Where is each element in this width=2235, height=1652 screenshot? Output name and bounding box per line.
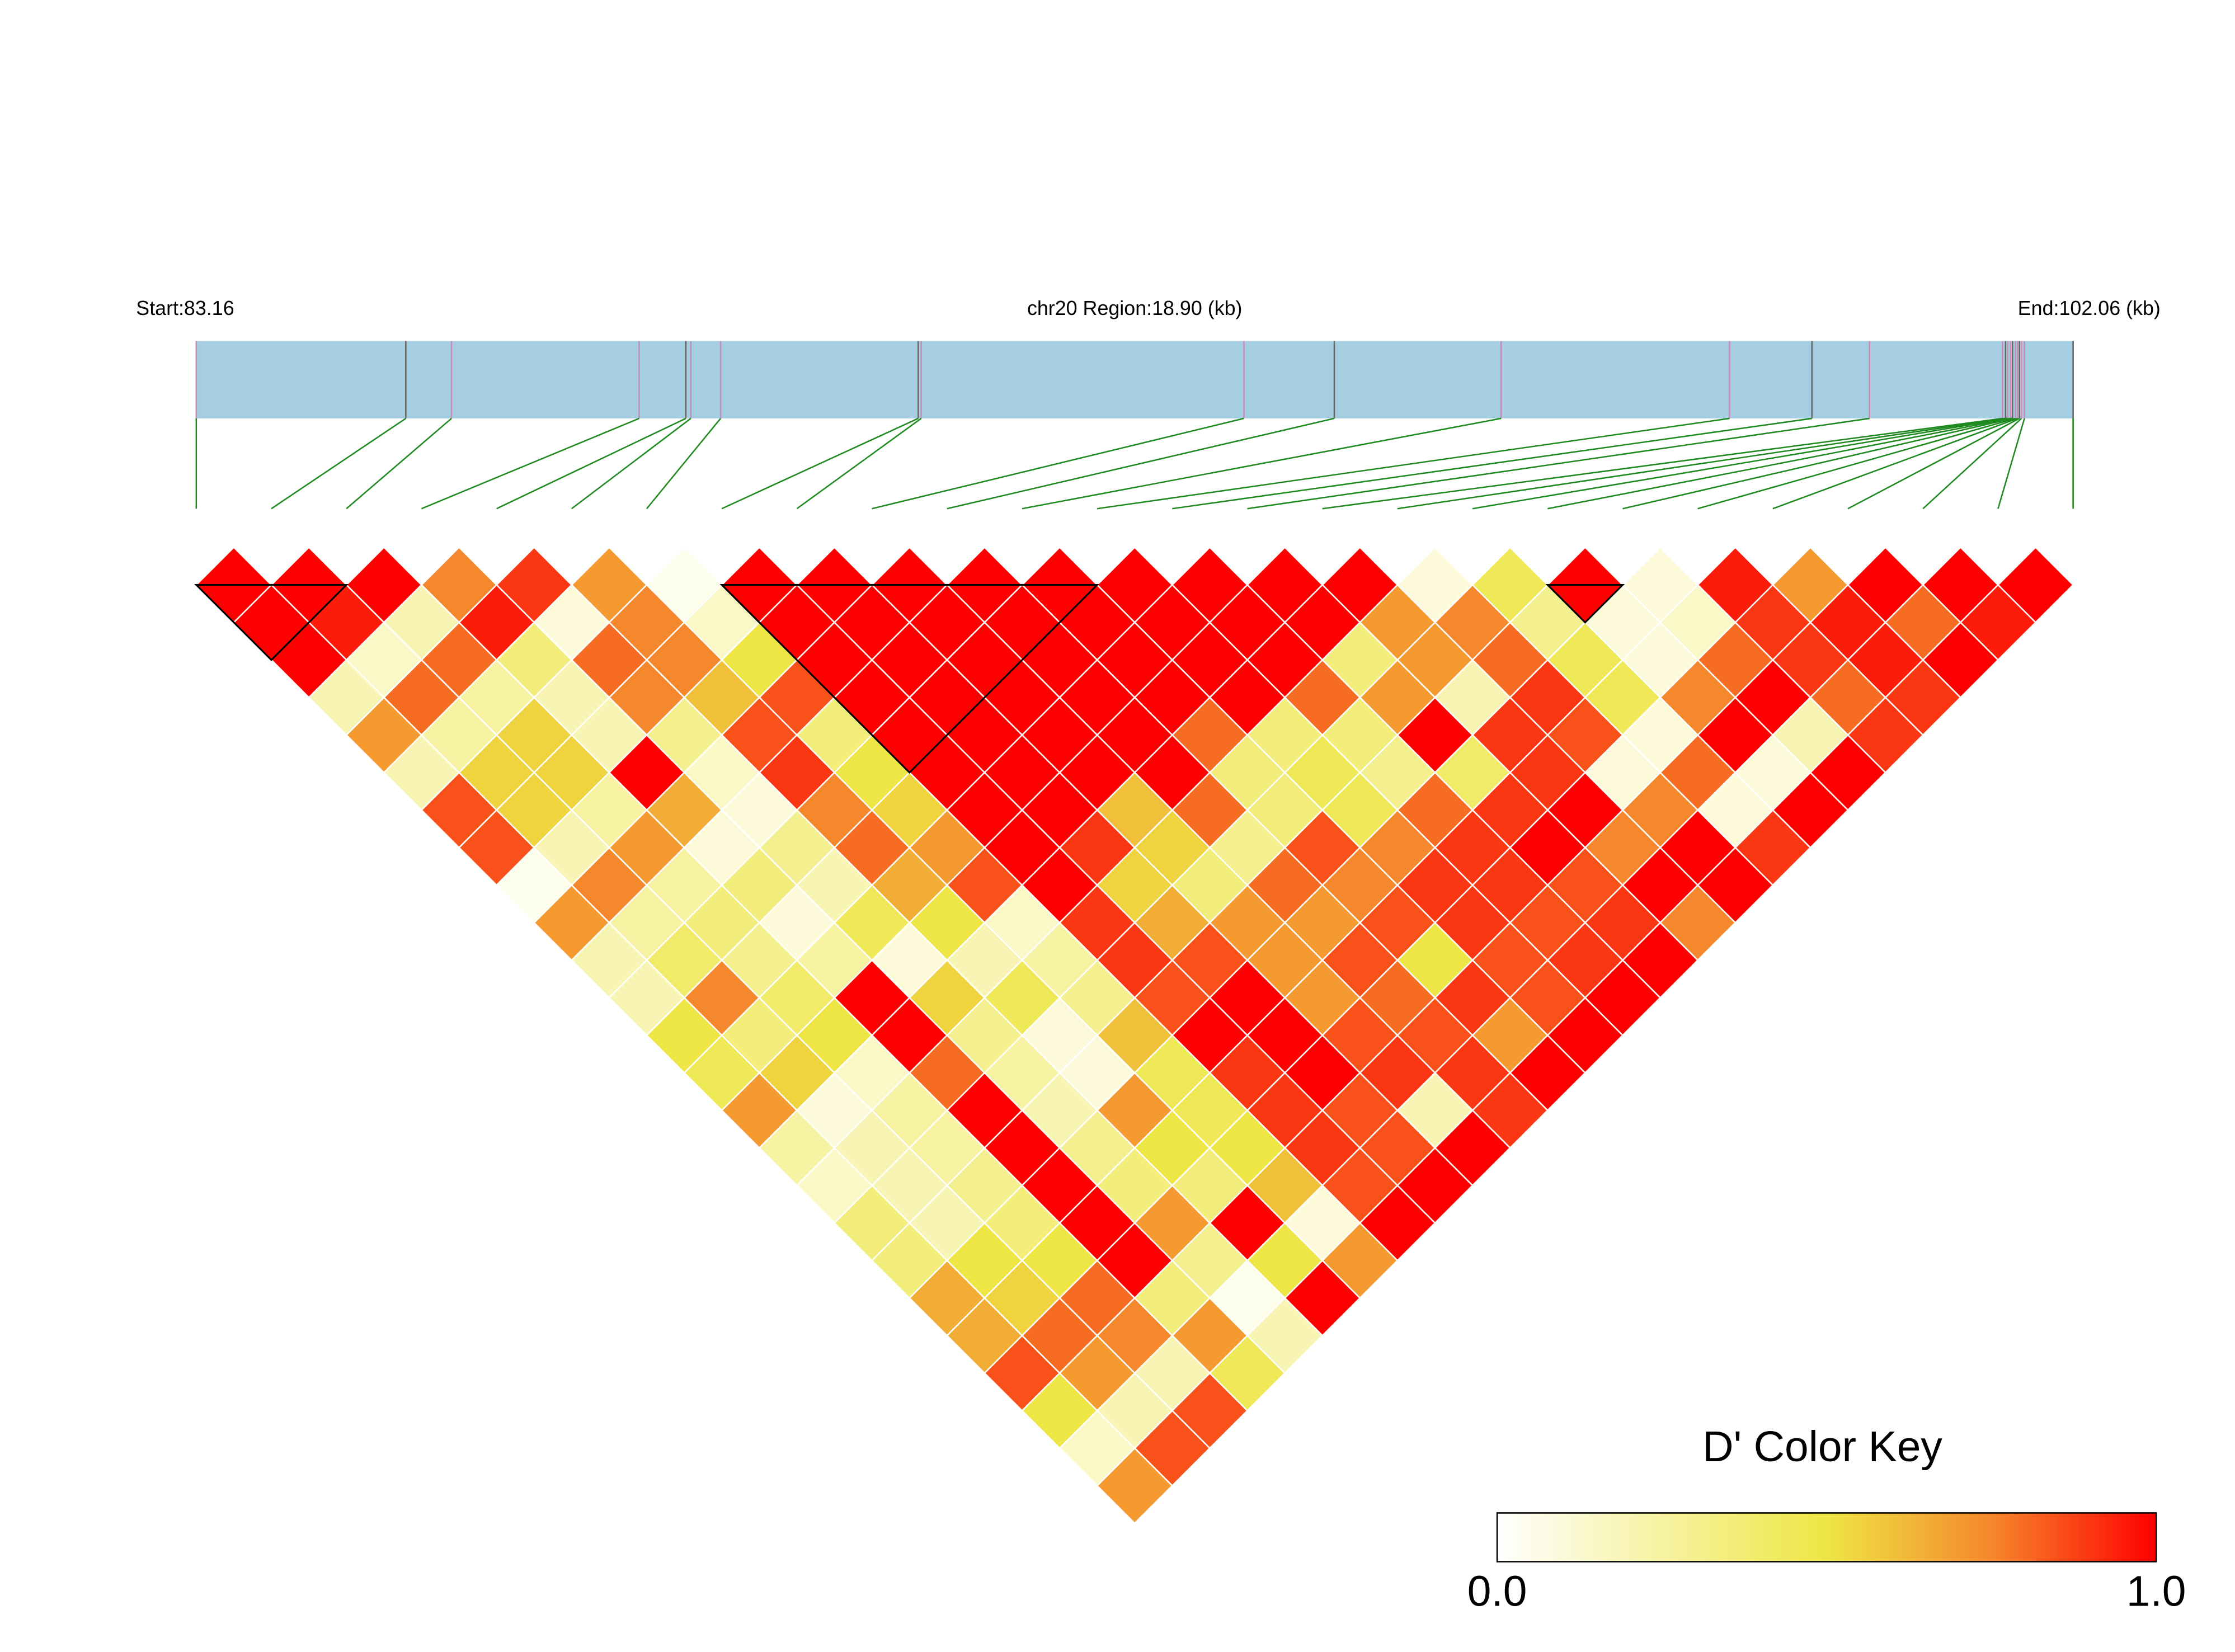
site-link — [947, 417, 1335, 510]
site-link — [346, 417, 452, 510]
site-link — [496, 417, 686, 510]
site-link — [1097, 417, 1730, 510]
region-label: chr20 Region:18.90 (kb) — [1027, 297, 1243, 319]
site-link — [1022, 417, 1502, 510]
site-link — [1922, 417, 2022, 510]
site-link — [1172, 417, 1812, 510]
site-link — [721, 417, 919, 510]
site-link — [1247, 417, 1870, 510]
site-link — [1997, 418, 2025, 509]
site-link — [796, 417, 922, 510]
site-link — [1472, 417, 2008, 510]
site-link — [1622, 417, 2013, 510]
ld-block — [719, 583, 1099, 774]
site-link — [421, 417, 639, 510]
start-label: Start:83.16 — [136, 297, 234, 319]
site-link — [1547, 417, 2011, 510]
colorbar — [1496, 1512, 2157, 1562]
colorbar-tick-label: 0.0 — [1467, 1568, 1527, 1616]
site-link — [1772, 417, 2018, 510]
end-label: End:102.06 (kb) — [2018, 297, 2161, 319]
site-link — [271, 417, 407, 510]
ld-cell — [1096, 1447, 1174, 1524]
colorbar-title: D' Color Key — [1702, 1423, 1942, 1471]
site-link — [1697, 417, 2016, 510]
ld-block — [1545, 583, 1625, 624]
site-link — [646, 418, 722, 510]
site-link — [571, 417, 691, 510]
colorbar-tick-label: 1.0 — [2126, 1568, 2186, 1616]
region-bar — [196, 341, 2073, 418]
ld-block — [194, 583, 349, 661]
site-link — [1847, 417, 2020, 510]
site-link — [1322, 417, 2003, 510]
site-link — [1397, 417, 2006, 510]
site-link — [872, 417, 1244, 510]
